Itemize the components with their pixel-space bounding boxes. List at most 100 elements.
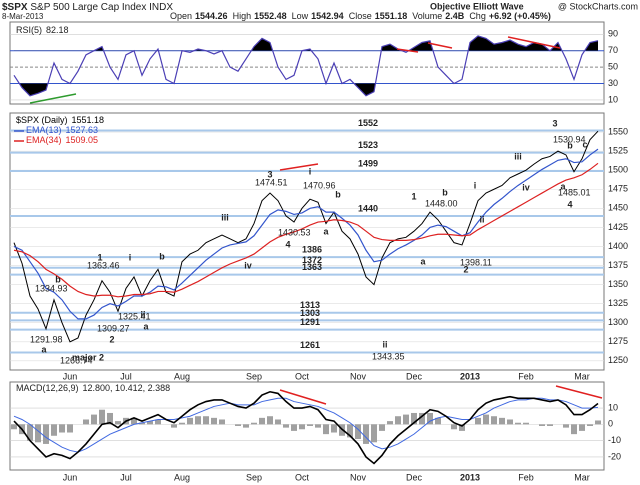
x-tick-label: Jun [63, 472, 78, 482]
price-label: 1398.11 [460, 257, 492, 267]
quote-label: High [233, 11, 252, 21]
brand: Objective Elliott Wave [430, 1, 524, 11]
y-tick-label: 90 [608, 29, 618, 39]
histogram-bar [243, 424, 249, 428]
histogram-bar [483, 414, 489, 425]
y-tick-label: 70 [608, 45, 618, 55]
histogram-bar [147, 421, 153, 425]
wave-label: ii [382, 339, 387, 349]
x-tick-label: Jul [120, 472, 132, 482]
histogram-bar [347, 424, 353, 438]
price-label: 1485.01 [558, 187, 591, 197]
histogram-bar [595, 420, 601, 425]
wave-label: 1 [97, 252, 102, 262]
rsi-line [13, 35, 599, 97]
histogram-bar [251, 422, 257, 425]
histogram-bar [395, 416, 401, 425]
histogram-bar [475, 417, 481, 425]
x-tick-label: 2013 [460, 371, 480, 381]
price-label: 1448.00 [425, 198, 458, 208]
histogram-bar [523, 422, 529, 425]
x-tick-label: Nov [350, 472, 367, 482]
price-label: 1343.35 [372, 351, 405, 361]
y-tick-label: 1300 [608, 317, 628, 327]
wave-label: b [55, 274, 61, 284]
histogram-bar [419, 412, 425, 425]
histogram-bar [563, 424, 569, 428]
y-tick-label: 1250 [608, 355, 628, 365]
x-tick-label: Dec [406, 371, 423, 381]
histogram-bar [491, 416, 497, 425]
histogram-bar [83, 419, 89, 425]
wave-label: b [159, 251, 165, 261]
wave-label: c [582, 139, 587, 149]
legend-value: 1527.63 [66, 125, 99, 135]
wave-label: ii [140, 309, 145, 319]
histogram-bar [387, 421, 393, 425]
trend-line [555, 385, 603, 399]
legend: MACD(12,26,9) 12.800, 10.412, 2.388 [16, 383, 170, 393]
histogram-bar [291, 424, 297, 431]
histogram-bar [283, 424, 289, 428]
ema-line [13, 162, 599, 298]
y-tick-label: 1500 [608, 165, 628, 175]
x-tick-label: Oct [295, 472, 310, 482]
histogram-bar [435, 417, 441, 425]
y-tick-label: 30 [608, 78, 618, 88]
quote-label: Open [170, 11, 192, 21]
histogram-bar [91, 414, 97, 425]
wave-label: 4 [567, 199, 572, 209]
wave-label: 3 [267, 169, 272, 179]
legend-name: EMA(13) [26, 125, 62, 135]
histogram-bar [275, 419, 281, 425]
level-label: 1499 [358, 158, 378, 168]
histogram-bar [131, 417, 137, 425]
y-tick-label: 1425 [608, 222, 628, 232]
wave-label: a [143, 321, 149, 331]
histogram-bar [547, 424, 553, 426]
wave-label: iii [514, 151, 522, 161]
histogram-bar [587, 424, 593, 426]
y-tick-label: 0 [608, 419, 613, 429]
x-tick-label: Mar [574, 371, 590, 381]
price-label: 1430.53 [278, 227, 311, 237]
price-label: 1530.94 [553, 134, 586, 144]
histogram-bar [323, 424, 329, 435]
histogram-bar [171, 424, 177, 428]
legend: EMA(34) 1509.05 [26, 135, 98, 145]
histogram-bar [403, 414, 409, 425]
x-tick-label: Mar [574, 472, 590, 482]
signal-line [13, 397, 599, 453]
ema-line [13, 148, 599, 320]
price-label: 1291.98 [30, 334, 63, 344]
wave-label: ii [479, 214, 484, 224]
legend-name: MACD(12,26,9) [16, 383, 79, 393]
header-line: $SPX S&P 500 Large Cap Index INDX [2, 2, 173, 13]
wave-label: 2 [463, 264, 468, 274]
histogram-bar [51, 424, 57, 436]
y-tick-label: 1475 [608, 184, 628, 194]
trend-lines [29, 36, 603, 405]
histogram-bar [235, 424, 241, 426]
histogram-bar [155, 419, 161, 425]
histogram-bar [115, 421, 121, 425]
histogram-bar [307, 424, 313, 426]
y-tick-label: 1275 [608, 336, 628, 346]
trend-line [279, 163, 319, 171]
wave-label: 4 [285, 239, 290, 249]
price-label: 1309.27 [97, 323, 130, 333]
legend-value: 82.18 [46, 25, 69, 35]
y-tick-label: 1325 [608, 298, 628, 308]
histogram-bar [363, 424, 369, 444]
legend-value: 1509.05 [66, 135, 99, 145]
histogram-bar [203, 416, 209, 425]
wave-label: i [309, 166, 312, 176]
x-tick-label: Dec [406, 472, 423, 482]
legend: RSI(5) 82.18 [16, 25, 69, 35]
histogram-bar [427, 412, 433, 425]
histogram-bar [35, 424, 41, 443]
y-tick-label: 50 [608, 61, 618, 71]
price-label: 1363.46 [87, 260, 120, 270]
